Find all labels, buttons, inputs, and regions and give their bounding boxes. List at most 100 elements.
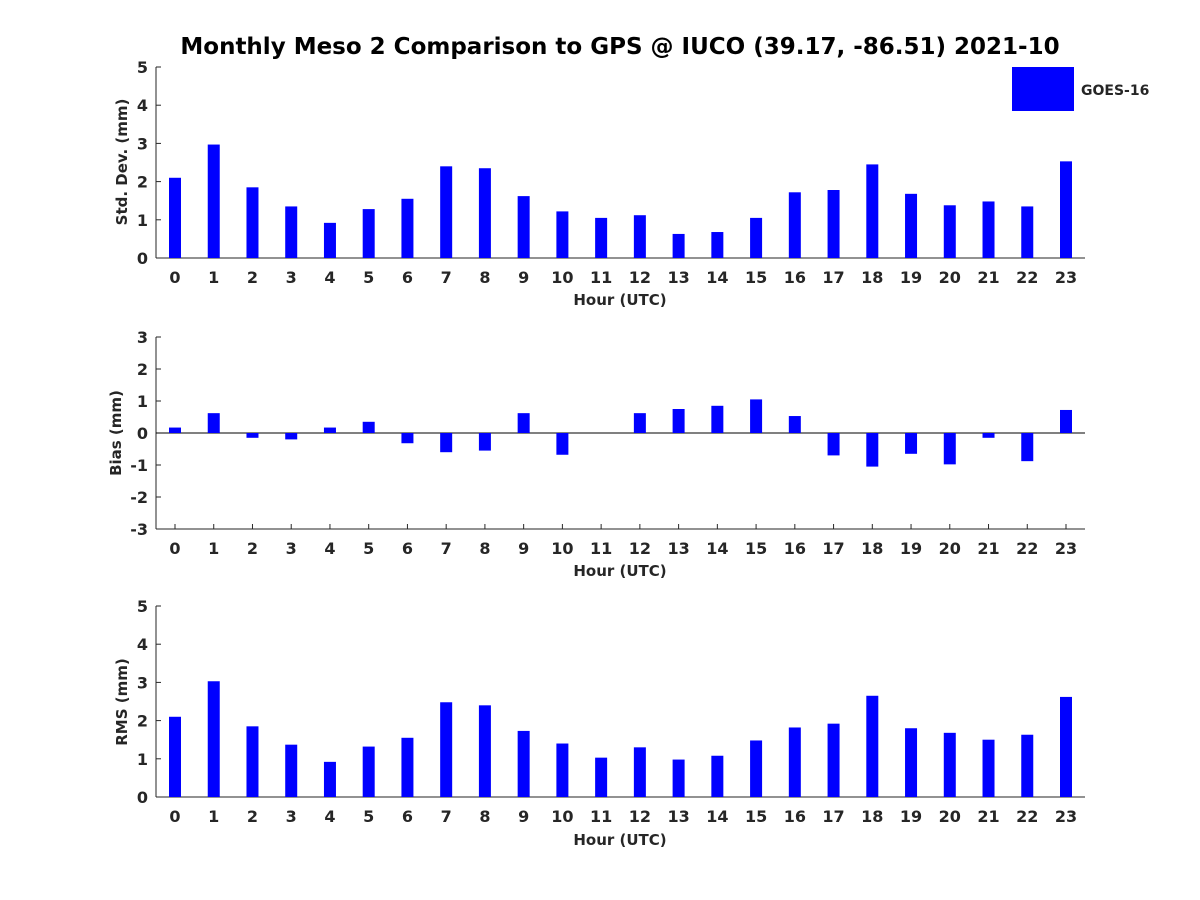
panel-rms-xtick-label: 10 [551, 807, 573, 826]
panel-std-dev-xtick-label: 9 [518, 268, 529, 287]
panel-rms-xtick-label: 19 [900, 807, 922, 826]
panel-std-dev-xtick-label: 1 [208, 268, 219, 287]
panel-std-dev-bar [750, 217, 763, 258]
panel-std-dev-bar [1060, 161, 1072, 258]
panel-rms-ytick-label: 1 [137, 750, 148, 769]
panel-std-dev-bar [866, 164, 879, 258]
panel-bias-xtick-label: 2 [247, 539, 258, 558]
panel-bias-bar [440, 433, 453, 453]
panel-bias: Bias (mm) Hour (UTC) [107, 390, 667, 580]
panel-rms-xtick-label: 14 [706, 807, 728, 826]
panel-bias-bar [556, 433, 569, 455]
panel-bias-bar [750, 399, 763, 433]
panel-std-dev-bar [1021, 206, 1034, 258]
panel-std-dev-xlabel: Hour (UTC) [573, 291, 666, 309]
chart-title: Monthly Meso 2 Comparison to GPS @ IUCO … [180, 34, 1059, 60]
panel-bias-xtick-label: 21 [977, 539, 999, 558]
panel-bias-bar [517, 413, 530, 433]
panel-std-dev-xtick-label: 19 [900, 268, 922, 287]
panel-rms-bar [788, 727, 801, 797]
panel-rms-bar [517, 730, 530, 797]
panel-rms-bar [362, 746, 375, 797]
panel-bias-xtick-label: 8 [479, 539, 490, 558]
panel-bias-ytick-label: 2 [137, 360, 148, 379]
panel-bias-bar [711, 405, 724, 433]
panel-rms-xtick-label: 7 [441, 807, 452, 826]
legend: GOES-16 [1012, 67, 1149, 111]
panel-bias-xtick-label: 9 [518, 539, 529, 558]
panel-std-dev-ytick-label: 4 [137, 96, 148, 115]
panel-std-dev: Std. Dev. (mm) Hour (UTC) [113, 99, 667, 309]
panel-bias-bar [478, 433, 491, 451]
panel-bias-bar [633, 413, 646, 433]
panel-std-dev-xtick-label: 21 [977, 268, 999, 287]
panel-rms-xtick-label: 5 [363, 807, 374, 826]
panel-rms-bar [556, 743, 569, 797]
panel-std-dev-xtick-label: 20 [939, 268, 961, 287]
panel-bias-xtick-label: 15 [745, 539, 767, 558]
panel-std-dev-ytick-label: 0 [137, 249, 148, 268]
panel-std-dev-bar [672, 233, 685, 258]
panel-std-dev-xtick-label: 11 [590, 268, 612, 287]
panel-std-dev-xtick-label: 10 [551, 268, 573, 287]
panel-bias-xtick-label: 7 [441, 539, 452, 558]
panel-rms-xtick-label: 17 [822, 807, 844, 826]
panel-bias-xtick-label: 23 [1055, 539, 1077, 558]
panel-rms-bar [478, 705, 491, 797]
panel-std-dev-bar [556, 211, 569, 258]
panel-rms-bar [711, 755, 724, 797]
panel-bias-xtick-label: 20 [939, 539, 961, 558]
panel-rms-bar [1021, 734, 1034, 797]
panel-std-dev-ytick-label: 5 [137, 58, 148, 77]
panel-bias-ytick-label: -1 [130, 456, 148, 475]
panel-rms-bar [440, 702, 453, 797]
panel-bias-ytick-label: 0 [137, 424, 148, 443]
panel-bias-bar [672, 409, 685, 433]
panel-rms-bar [750, 740, 763, 797]
panel-rms-ytick-label: 3 [137, 673, 148, 692]
panel-bias-xtick-label: 16 [784, 539, 806, 558]
panel-std-dev-xtick-label: 16 [784, 268, 806, 287]
panel-bias-xlabel: Hour (UTC) [573, 562, 666, 580]
panel-bias-xtick-label: 22 [1016, 539, 1038, 558]
panel-bias-xtick-label: 11 [590, 539, 612, 558]
panel-rms-bar [246, 726, 259, 797]
panel-rms-ytick-label: 0 [137, 788, 148, 807]
panel-rms-bar [401, 737, 414, 797]
panel-std-dev-bar [207, 144, 220, 258]
panel-bias-bar [285, 433, 298, 440]
panel-rms-xtick-label: 6 [402, 807, 413, 826]
legend-swatch [1012, 67, 1074, 111]
panel-std-dev-xtick-label: 8 [479, 268, 490, 287]
panel-bias-bar [827, 433, 840, 456]
panel-std-dev-xtick-label: 13 [667, 268, 689, 287]
panel-rms-bar [323, 761, 336, 797]
panel-bias-xtick-label: 3 [286, 539, 297, 558]
panel-std-dev-xtick-label: 5 [363, 268, 374, 287]
panel-bias-xtick-label: 5 [363, 539, 374, 558]
panel-std-dev-xtick-label: 14 [706, 268, 728, 287]
panel-std-dev-xtick-label: 17 [822, 268, 844, 287]
panel-rms-ytick-label: 5 [137, 597, 148, 616]
panel-bias-xtick-label: 6 [402, 539, 413, 558]
panel-rms-bar [827, 723, 840, 797]
panel-std-dev-bar [943, 205, 956, 258]
panel-std-dev-xtick-label: 15 [745, 268, 767, 287]
panel-bias-ytick-label: -3 [130, 520, 148, 539]
panel-std-dev-bar [362, 209, 375, 258]
panel-std-dev-xtick-label: 6 [402, 268, 413, 287]
panel-std-dev-bar [323, 222, 336, 258]
panel-bias-bar [982, 433, 995, 438]
panel-bias-bar [401, 433, 414, 444]
panel-bias-xtick-label: 19 [900, 539, 922, 558]
panel-rms-xtick-label: 20 [939, 807, 961, 826]
panel-rms-xtick-label: 16 [784, 807, 806, 826]
panel-rms-xtick-label: 8 [479, 807, 490, 826]
panel-rms-bar [672, 759, 685, 797]
panel-rms-ytick-label: 4 [137, 635, 148, 654]
panel-rms-xtick-label: 0 [169, 807, 180, 826]
panel-rms-xtick-label: 4 [324, 807, 335, 826]
panel-rms-bar [905, 728, 918, 797]
panel-std-dev-xtick-label: 23 [1055, 268, 1077, 287]
